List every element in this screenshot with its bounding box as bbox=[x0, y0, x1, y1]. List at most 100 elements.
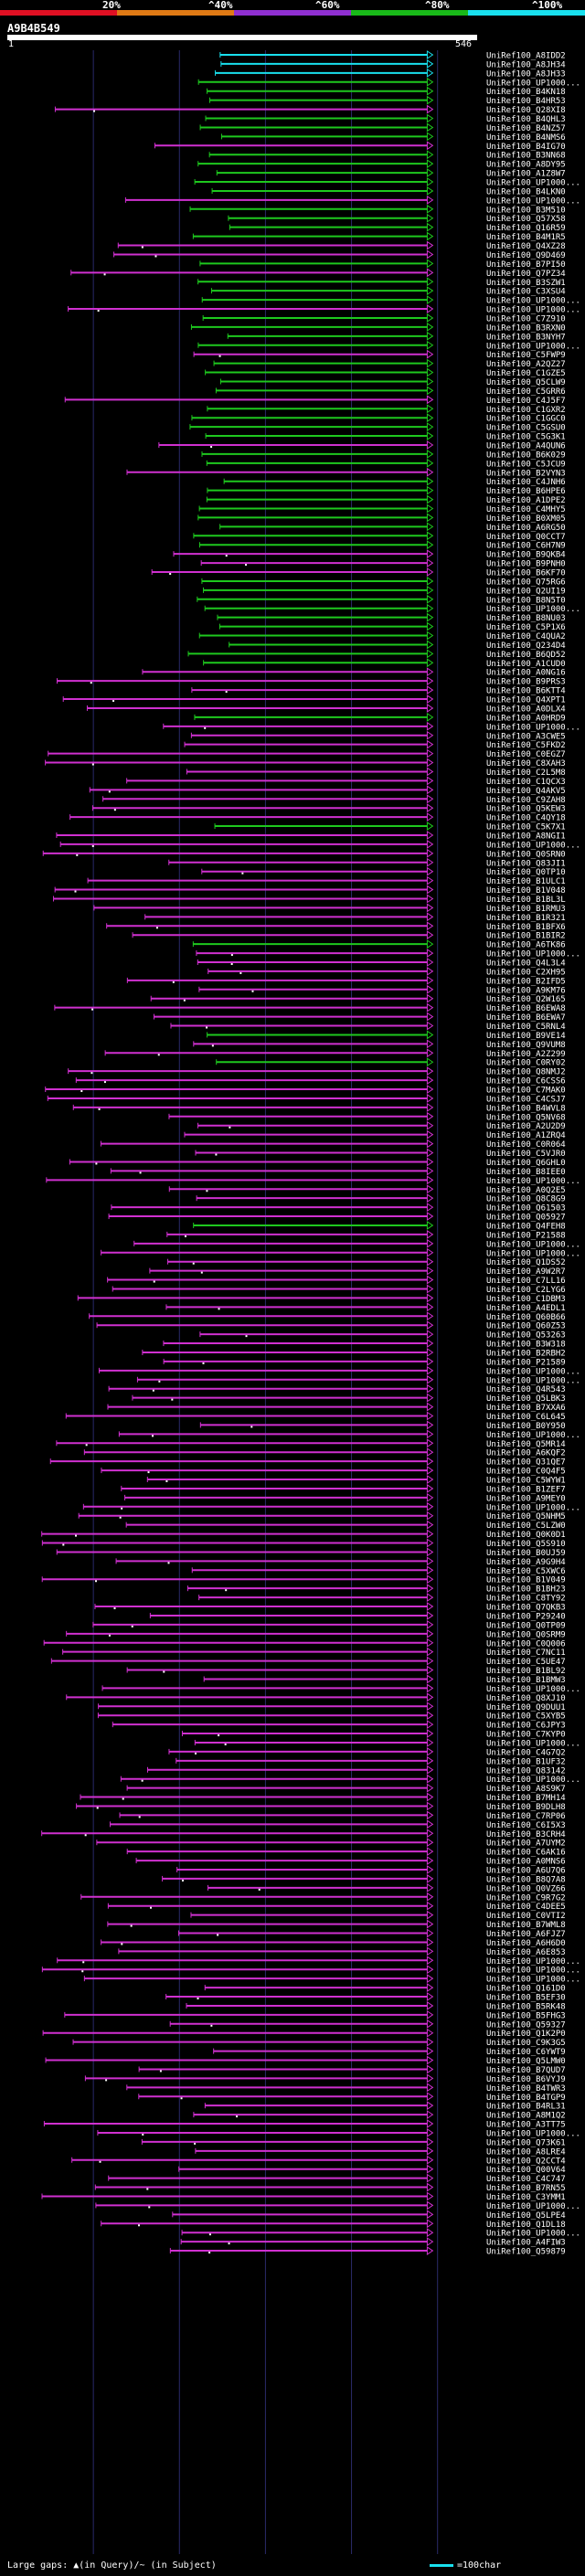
hit-row[interactable]: UniRef100_C5G3K1 bbox=[205, 431, 566, 442]
hit-row[interactable]: UniRef100_A9G9H4 bbox=[115, 1556, 566, 1567]
hit-label[interactable]: UniRef100_UP1000... bbox=[486, 2230, 580, 2239]
hit-label[interactable]: UniRef100_A0DLX4 bbox=[486, 705, 566, 714]
hit-label[interactable]: UniRef100_Q5LBK3 bbox=[486, 1394, 566, 1404]
hit-row[interactable]: UniRef100_Q234D4 bbox=[229, 640, 566, 651]
hit-label[interactable]: UniRef100_C4CSJ7 bbox=[486, 1095, 566, 1104]
hit-row[interactable]: UniRef100_Q7QKB3 bbox=[94, 1602, 566, 1613]
hit-label[interactable]: UniRef100_A8NGI1 bbox=[486, 832, 566, 841]
hit-label[interactable]: UniRef100_C6CSS6 bbox=[486, 1077, 566, 1087]
hit-label[interactable]: UniRef100_C8XAH3 bbox=[486, 759, 566, 769]
hit-label[interactable]: UniRef100_B9DLH8 bbox=[486, 1803, 566, 1812]
hit-label[interactable]: UniRef100_B6KTT4 bbox=[486, 687, 566, 696]
hit-row[interactable]: UniRef100_Q05927 bbox=[108, 1212, 566, 1223]
hit-row[interactable]: UniRef100_B4TGP9 bbox=[138, 2092, 566, 2103]
hit-row[interactable]: UniRef100_Q8XJ10 bbox=[66, 1692, 566, 1703]
hit-label[interactable]: UniRef100_A8DY95 bbox=[486, 161, 566, 170]
hit-row[interactable]: UniRef100_P21588 bbox=[166, 1229, 566, 1241]
hit-row[interactable]: UniRef100_C1DBM3 bbox=[77, 1293, 566, 1304]
hit-row[interactable]: UniRef100_A8JH33 bbox=[215, 68, 566, 80]
hit-row[interactable]: UniRef100_C7KYP0 bbox=[181, 1729, 566, 1740]
hit-row[interactable]: UniRef100_UP1000... bbox=[133, 1238, 580, 1250]
hit-label[interactable]: UniRef100_Q61503 bbox=[486, 1204, 566, 1214]
hit-label[interactable]: UniRef100_B7RN55 bbox=[486, 2184, 566, 2193]
hit-label[interactable]: UniRef100_A2Z299 bbox=[486, 1050, 566, 1059]
hit-row[interactable]: UniRef100_Q2CCT4 bbox=[71, 2155, 566, 2167]
hit-row[interactable]: UniRef100_C0Q006 bbox=[43, 1638, 566, 1649]
hit-row[interactable]: UniRef100_UP1000... bbox=[46, 1175, 580, 1186]
hit-row[interactable]: UniRef100_B2RBH2 bbox=[142, 1348, 566, 1359]
hit-row[interactable]: UniRef100_B1BL3L bbox=[53, 894, 566, 905]
hit-label[interactable]: UniRef100_B8IEE0 bbox=[486, 1168, 566, 1177]
hit-label[interactable]: UniRef100_UP1000... bbox=[486, 1249, 580, 1258]
hit-label[interactable]: UniRef100_C6YWT9 bbox=[486, 2048, 566, 2057]
hit-label[interactable]: UniRef100_Q2W165 bbox=[486, 995, 566, 1004]
hit-label[interactable]: UniRef100_B2IFD5 bbox=[486, 977, 566, 986]
hit-label[interactable]: UniRef100_Q5S910 bbox=[486, 1540, 566, 1549]
hit-row[interactable]: UniRef100_C2L5M8 bbox=[186, 767, 566, 778]
hit-label[interactable]: UniRef100_Q0TP09 bbox=[486, 1621, 566, 1630]
hit-row[interactable]: UniRef100_A0DLX4 bbox=[86, 704, 566, 715]
hit-row[interactable]: UniRef100_Q5LMW0 bbox=[45, 2055, 566, 2067]
hit-label[interactable]: UniRef100_C5WYW1 bbox=[486, 1477, 566, 1486]
hit-row[interactable]: UniRef100_A6E853 bbox=[118, 1946, 566, 1957]
hit-row[interactable]: UniRef100_C2XH95 bbox=[207, 966, 566, 978]
hit-row[interactable]: UniRef100_UP1000... bbox=[201, 295, 580, 306]
hit-label[interactable]: UniRef100_Q0K0D1 bbox=[486, 1531, 566, 1540]
hit-row[interactable]: UniRef100_C6L645 bbox=[65, 1411, 566, 1423]
hit-label[interactable]: UniRef100_B3CRH4 bbox=[486, 1830, 566, 1839]
hit-row[interactable]: UniRef100_A8LRE4 bbox=[195, 2146, 566, 2157]
hit-row[interactable]: UniRef100_C4G7Q2 bbox=[168, 1746, 566, 1758]
hit-label[interactable]: UniRef100_B1V049 bbox=[486, 1576, 566, 1585]
hit-label[interactable]: UniRef100_Q28XI8 bbox=[486, 106, 566, 115]
hit-row[interactable]: UniRef100_UP1000... bbox=[83, 1974, 580, 1985]
hit-row[interactable]: UniRef100_A2QZ27 bbox=[213, 358, 566, 370]
hit-row[interactable]: UniRef100_B6HPE6 bbox=[207, 485, 566, 497]
hit-label[interactable]: UniRef100_C7NC11 bbox=[486, 1648, 566, 1658]
hit-label[interactable]: UniRef100_Q4XPT1 bbox=[486, 696, 566, 705]
hit-row[interactable]: UniRef100_C6I5X3 bbox=[110, 1819, 566, 1830]
hit-label[interactable]: UniRef100_B3SZW1 bbox=[486, 279, 566, 288]
hit-row[interactable]: UniRef100_UP1000... bbox=[118, 1429, 580, 1440]
hit-label[interactable]: UniRef100_B4KN18 bbox=[486, 88, 566, 97]
hit-label[interactable]: UniRef100_UP1000... bbox=[486, 179, 580, 188]
hit-row[interactable]: UniRef100_A8IDD2 bbox=[219, 50, 566, 61]
hit-row[interactable]: UniRef100_Q60B66 bbox=[89, 1311, 566, 1322]
hit-label[interactable]: UniRef100_Q75RG6 bbox=[486, 578, 566, 587]
hit-label[interactable]: UniRef100_C4QUA2 bbox=[486, 632, 566, 641]
hit-label[interactable]: UniRef100_C0Q006 bbox=[486, 1639, 566, 1648]
hit-row[interactable]: UniRef100_Q161D0 bbox=[204, 1983, 566, 1994]
hit-label[interactable]: UniRef100_B7PI50 bbox=[486, 260, 566, 270]
hit-row[interactable]: UniRef100_Q60Z53 bbox=[96, 1320, 566, 1331]
hit-label[interactable]: UniRef100_UP1000... bbox=[486, 2129, 580, 2138]
hit-label[interactable]: UniRef100_B2RBH2 bbox=[486, 1349, 566, 1358]
hit-row[interactable]: UniRef100_Q1DL18 bbox=[101, 2219, 566, 2230]
hit-label[interactable]: UniRef100_B9VE14 bbox=[486, 1032, 566, 1041]
hit-row[interactable]: UniRef100_UP1000... bbox=[204, 603, 580, 615]
hit-label[interactable]: UniRef100_B7QUD7 bbox=[486, 2066, 566, 2075]
hit-row[interactable]: UniRef100_Q59879 bbox=[169, 2246, 566, 2257]
hit-row[interactable]: UniRef100_UP1000... bbox=[98, 1365, 580, 1377]
hit-label[interactable]: UniRef100_UP1000... bbox=[486, 1431, 580, 1440]
hit-label[interactable]: UniRef100_C1GZE5 bbox=[486, 369, 566, 378]
hit-row[interactable]: UniRef100_Q00V64 bbox=[178, 2164, 566, 2176]
hit-label[interactable]: UniRef100_Q5KEW3 bbox=[486, 805, 566, 814]
hit-label[interactable]: UniRef100_B6QD52 bbox=[486, 651, 566, 660]
hit-row[interactable]: UniRef100_UP1000... bbox=[194, 1738, 580, 1749]
hit-label[interactable]: UniRef100_B9PRS3 bbox=[486, 678, 566, 687]
hit-label[interactable]: UniRef100_B1BMW3 bbox=[486, 1676, 566, 1685]
hit-label[interactable]: UniRef100_A6TK86 bbox=[486, 941, 566, 950]
hit-label[interactable]: UniRef100_Q0SRN0 bbox=[486, 850, 566, 859]
hit-label[interactable]: UniRef100_A6U7Q6 bbox=[486, 1867, 566, 1876]
hit-row[interactable]: UniRef100_Q1K2P0 bbox=[42, 2028, 566, 2040]
hit-row[interactable]: UniRef100_UP1000... bbox=[194, 177, 580, 188]
hit-row[interactable]: UniRef100_A9W2R7 bbox=[149, 1266, 566, 1277]
hit-row[interactable]: UniRef100_Q5NHM5 bbox=[78, 1511, 566, 1522]
hit-row[interactable]: UniRef100_UP1000... bbox=[101, 1247, 580, 1259]
hit-row[interactable]: UniRef100_Q1DS52 bbox=[167, 1256, 566, 1268]
hit-label[interactable]: UniRef100_B7XXA6 bbox=[486, 1404, 566, 1413]
hit-row[interactable]: UniRef100_B5RK48 bbox=[186, 2001, 566, 2012]
hit-label[interactable]: UniRef100_Q8NMJ2 bbox=[486, 1068, 566, 1077]
hit-label[interactable]: UniRef100_B3W318 bbox=[486, 1341, 566, 1350]
hit-label[interactable]: UniRef100_Q16R59 bbox=[486, 224, 566, 233]
hit-row[interactable]: UniRef100_Q83JI1 bbox=[168, 857, 566, 869]
